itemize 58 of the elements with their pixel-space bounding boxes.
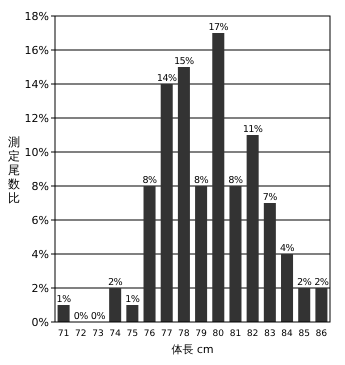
data-label: 7% bbox=[262, 192, 278, 203]
bar bbox=[126, 305, 138, 322]
data-label: 14% bbox=[156, 73, 177, 84]
bar bbox=[229, 186, 242, 322]
data-label: 8% bbox=[228, 175, 243, 186]
x-tick-label: 75 bbox=[126, 329, 138, 339]
x-tick-label: 82 bbox=[246, 329, 258, 339]
data-label: 15% bbox=[174, 56, 194, 67]
x-axis-title: 体長 cm bbox=[171, 343, 214, 356]
bar bbox=[212, 33, 224, 322]
x-tick-label: 84 bbox=[281, 329, 294, 339]
data-label: 2% bbox=[314, 277, 329, 288]
x-tick-label: 79 bbox=[195, 329, 208, 339]
bar bbox=[195, 186, 208, 322]
y-tick-label: 0% bbox=[32, 316, 49, 329]
bar bbox=[264, 203, 276, 322]
data-label: 0% bbox=[74, 311, 88, 322]
x-tick-label: 81 bbox=[230, 329, 242, 339]
bar bbox=[144, 186, 156, 322]
bar bbox=[178, 67, 190, 322]
x-tick-label: 71 bbox=[58, 329, 70, 339]
data-label: 2% bbox=[108, 277, 123, 288]
data-label: 1% bbox=[56, 294, 72, 305]
bar bbox=[246, 135, 259, 322]
bar bbox=[109, 288, 122, 322]
bar bbox=[160, 84, 173, 322]
x-tick-label: 85 bbox=[298, 329, 310, 339]
data-label: 4% bbox=[280, 243, 295, 254]
x-tick-label: 72 bbox=[75, 329, 87, 339]
x-tick-label: 78 bbox=[178, 329, 190, 339]
data-label: 2% bbox=[297, 277, 312, 288]
x-tick-label: 77 bbox=[160, 329, 172, 339]
y-tick-label: 10% bbox=[24, 146, 49, 159]
x-tick-label: 74 bbox=[109, 329, 122, 339]
data-label: 0% bbox=[90, 311, 106, 322]
bar bbox=[315, 288, 328, 322]
x-tick-label: 83 bbox=[264, 329, 276, 339]
data-label: 11% bbox=[242, 124, 263, 135]
y-tick-label: 6% bbox=[32, 214, 49, 227]
bar bbox=[298, 288, 310, 322]
y-tick-label: 8% bbox=[32, 180, 49, 193]
y-tick-label: 12% bbox=[24, 112, 49, 125]
data-label: 1% bbox=[125, 294, 140, 305]
x-tick-label: 76 bbox=[144, 329, 156, 339]
y-axis-title: 測定尾数比 bbox=[8, 135, 20, 205]
y-tick-label: 14% bbox=[24, 78, 49, 91]
bar bbox=[58, 305, 70, 322]
y-tick-label: 18% bbox=[24, 10, 49, 23]
data-label: 8% bbox=[194, 175, 209, 186]
y-tick-label: 2% bbox=[32, 282, 49, 295]
y-tick-label: 16% bbox=[24, 44, 49, 57]
x-tick-label: 80 bbox=[212, 329, 224, 339]
x-tick-label: 86 bbox=[316, 329, 328, 339]
y-tick-label: 4% bbox=[32, 248, 49, 261]
bar bbox=[281, 254, 294, 322]
data-label: 17% bbox=[208, 22, 229, 33]
data-label: 8% bbox=[142, 175, 158, 186]
x-tick-label: 73 bbox=[92, 329, 104, 339]
